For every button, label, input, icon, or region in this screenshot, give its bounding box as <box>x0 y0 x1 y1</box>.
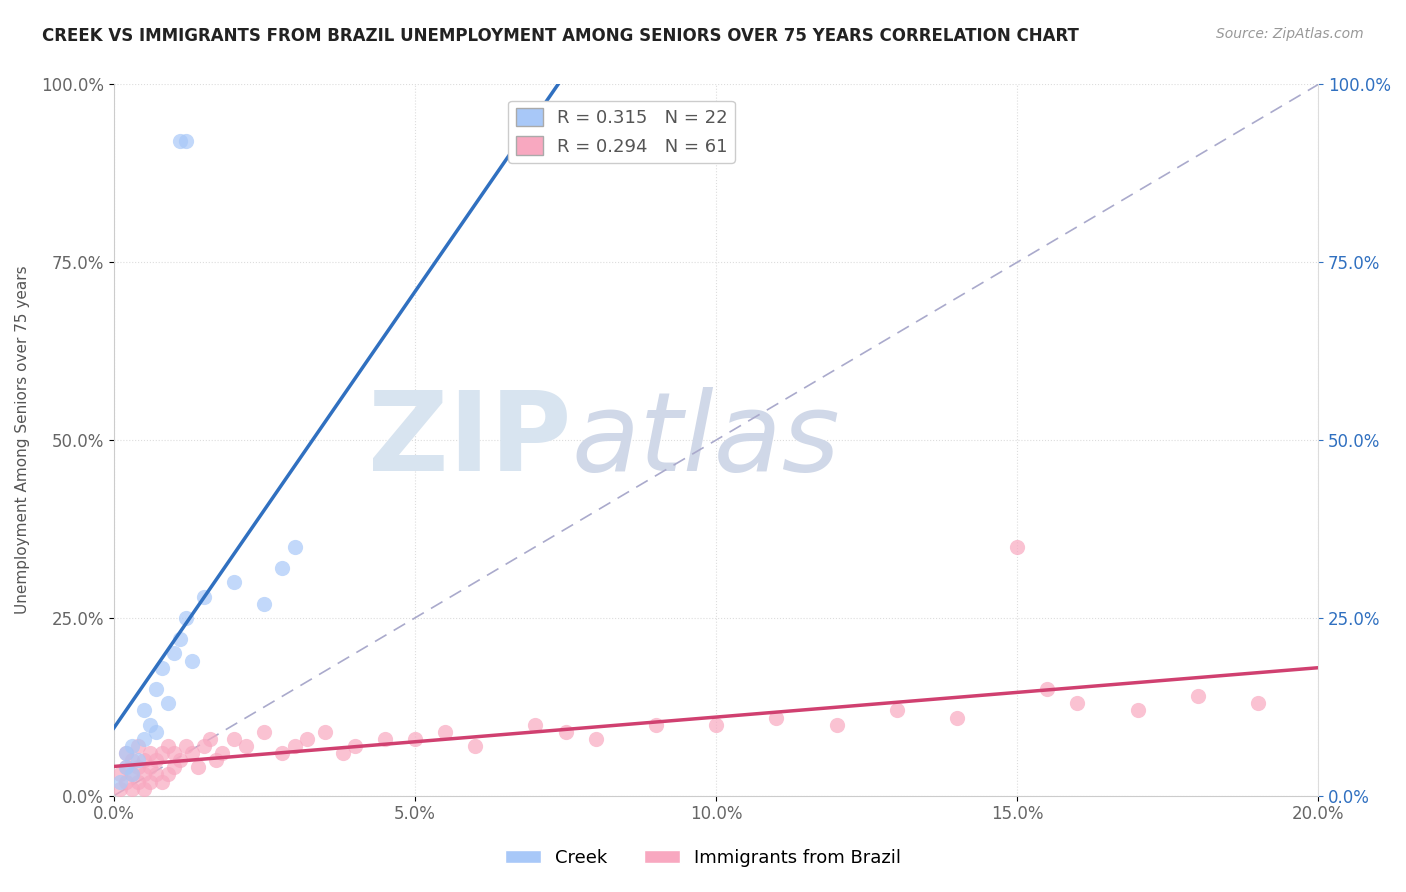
Point <box>150 774 173 789</box>
Point <box>132 781 155 796</box>
Text: CREEK VS IMMIGRANTS FROM BRAZIL UNEMPLOYMENT AMONG SENIORS OVER 75 YEARS CORRELA: CREEK VS IMMIGRANTS FROM BRAZIL UNEMPLOY… <box>42 27 1078 45</box>
Point <box>121 767 143 781</box>
Point <box>235 739 257 753</box>
Point <box>150 746 173 760</box>
Point <box>115 746 138 760</box>
Point <box>127 760 149 774</box>
Point <box>181 654 204 668</box>
Point <box>108 767 131 781</box>
Point <box>374 731 396 746</box>
Point <box>163 760 186 774</box>
Point <box>704 717 727 731</box>
Point <box>121 739 143 753</box>
Point <box>145 724 167 739</box>
Point <box>295 731 318 746</box>
Point <box>132 731 155 746</box>
Point <box>157 739 180 753</box>
Point <box>139 760 162 774</box>
Point <box>211 746 233 760</box>
Point <box>121 781 143 796</box>
Point <box>1247 696 1270 710</box>
Point <box>253 724 276 739</box>
Point <box>524 717 547 731</box>
Point <box>169 632 191 647</box>
Point <box>825 717 848 731</box>
Point <box>127 739 149 753</box>
Text: atlas: atlas <box>571 386 841 493</box>
Point <box>132 703 155 717</box>
Point <box>108 774 131 789</box>
Point <box>1126 703 1149 717</box>
Point <box>1005 540 1028 554</box>
Point <box>163 647 186 661</box>
Point <box>1036 681 1059 696</box>
Point <box>343 739 366 753</box>
Point <box>765 710 787 724</box>
Point <box>644 717 666 731</box>
Point <box>332 746 354 760</box>
Point <box>1187 689 1209 703</box>
Point <box>585 731 607 746</box>
Point <box>283 739 305 753</box>
Point <box>121 767 143 781</box>
Point <box>127 774 149 789</box>
Point <box>886 703 908 717</box>
Point <box>121 753 143 767</box>
Legend: Creek, Immigrants from Brazil: Creek, Immigrants from Brazil <box>498 842 908 874</box>
Legend: R = 0.315   N = 22, R = 0.294   N = 61: R = 0.315 N = 22, R = 0.294 N = 61 <box>509 101 735 162</box>
Point <box>404 731 426 746</box>
Point <box>139 717 162 731</box>
Y-axis label: Unemployment Among Seniors over 75 years: Unemployment Among Seniors over 75 years <box>15 266 30 615</box>
Point <box>464 739 486 753</box>
Point <box>174 611 197 625</box>
Point <box>157 767 180 781</box>
Point <box>271 746 294 760</box>
Point <box>314 724 336 739</box>
Point <box>434 724 457 739</box>
Point <box>132 767 155 781</box>
Point <box>108 781 131 796</box>
Point <box>193 739 215 753</box>
Point <box>253 597 276 611</box>
Point <box>145 753 167 767</box>
Point <box>205 753 228 767</box>
Point <box>283 540 305 554</box>
Text: Source: ZipAtlas.com: Source: ZipAtlas.com <box>1216 27 1364 41</box>
Point <box>127 753 149 767</box>
Point <box>150 661 173 675</box>
Point <box>139 774 162 789</box>
Point <box>946 710 969 724</box>
Point <box>115 760 138 774</box>
Point <box>145 767 167 781</box>
Point <box>187 760 209 774</box>
Point <box>115 760 138 774</box>
Point <box>145 681 167 696</box>
Point <box>115 746 138 760</box>
Point <box>132 753 155 767</box>
Point <box>139 746 162 760</box>
Point <box>193 590 215 604</box>
Point <box>1066 696 1088 710</box>
Point <box>174 134 197 148</box>
Point <box>163 746 186 760</box>
Point <box>169 134 191 148</box>
Point <box>174 739 197 753</box>
Point <box>169 753 191 767</box>
Point <box>271 561 294 575</box>
Point <box>115 774 138 789</box>
Point <box>157 696 180 710</box>
Point <box>224 731 246 746</box>
Point <box>198 731 221 746</box>
Point <box>181 746 204 760</box>
Text: ZIP: ZIP <box>368 386 571 493</box>
Point <box>554 724 576 739</box>
Point <box>224 575 246 590</box>
